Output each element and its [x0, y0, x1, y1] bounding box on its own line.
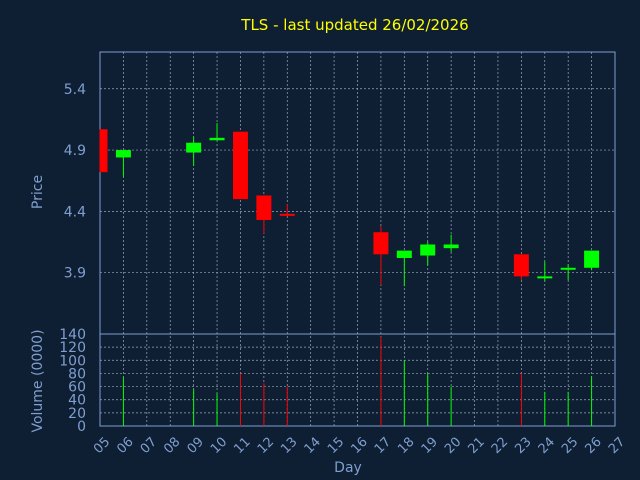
- candlestick: [99, 129, 108, 173]
- candlestick: [115, 150, 131, 178]
- candlestick: [443, 234, 459, 252]
- candlestick: [396, 250, 412, 287]
- x-tick-label: 26: [583, 435, 605, 457]
- x-tick-label: 06: [114, 435, 136, 457]
- x-tick-label: 16: [348, 435, 370, 457]
- candle-body: [115, 150, 131, 158]
- x-tick-label: 24: [536, 435, 558, 457]
- x-tick-label: 18: [395, 435, 417, 457]
- candlestick: [537, 261, 553, 282]
- x-tick-label: 14: [302, 435, 324, 457]
- candle-body: [420, 244, 436, 256]
- candlestick: [373, 226, 389, 285]
- x-tick-label: 10: [208, 435, 230, 457]
- candle-body: [373, 232, 389, 255]
- volume-tick-label: 0: [77, 419, 86, 435]
- candle-body: [256, 195, 272, 220]
- price-panel: 3.9 4.4 4.9 5.4: [64, 51, 616, 426]
- candle-body: [232, 131, 248, 200]
- candlestick: [420, 242, 436, 266]
- x-tick-label: 09: [185, 435, 207, 457]
- x-tick-label: 19: [419, 435, 441, 457]
- candle-body: [186, 142, 202, 153]
- candlestick: [584, 250, 600, 271]
- volume-tick-label: 40: [68, 393, 86, 409]
- x-tick-label: 08: [161, 435, 183, 457]
- x-tick-label: 25: [559, 435, 581, 457]
- candle-body: [537, 276, 553, 279]
- x-tick-label: 11: [231, 435, 253, 457]
- volume-tick-label: 120: [59, 340, 86, 356]
- price-tick-label: 4.9: [64, 143, 86, 159]
- volume-tick-label: 60: [68, 380, 86, 396]
- volume-tick-label: 20: [68, 406, 86, 422]
- x-axis-ticks: 05 06 07 08 09 10 11 12 13 14 15 16 17 18 19 20 21 22 23 24…: [91, 435, 628, 457]
- x-tick-label: 07: [138, 435, 160, 457]
- x-tick-label: 21: [466, 435, 488, 457]
- x-tick-label: 20: [442, 435, 464, 457]
- volume-axis-label: Volume (0000): [30, 329, 46, 432]
- candle-body: [513, 254, 529, 277]
- candlestick: [560, 264, 576, 281]
- x-axis-label: Day: [334, 460, 362, 476]
- x-tick-label: 22: [489, 435, 511, 457]
- price-tick-label: 3.9: [64, 266, 86, 282]
- x-tick-label: 05: [91, 435, 113, 457]
- volume-tick-label: 100: [59, 353, 86, 369]
- candle-body: [443, 244, 459, 249]
- candlestick: [209, 123, 225, 141]
- x-tick-label: 12: [255, 435, 277, 457]
- candlestick: [232, 131, 248, 200]
- candle-body: [560, 267, 576, 270]
- x-tick-label: 27: [606, 435, 628, 457]
- chart-title: TLS - last updated 26/02/2026: [240, 16, 468, 34]
- candlestick: [256, 195, 272, 234]
- price-tick-label: 5.4: [64, 82, 86, 98]
- x-tick-label: 17: [372, 435, 394, 457]
- candlestick: [513, 254, 529, 281]
- candlestick: [186, 136, 202, 167]
- x-tick-label: 15: [325, 435, 347, 457]
- candle-body: [584, 250, 600, 268]
- volume-tick-label: 140: [59, 327, 86, 343]
- candle-body: [279, 213, 295, 216]
- x-tick-label: 13: [278, 435, 300, 457]
- candle-body: [396, 250, 412, 258]
- volume-plot-frame: [99, 333, 616, 427]
- volume-tick-label: 80: [68, 366, 86, 382]
- price-axis-label: Price: [30, 175, 46, 209]
- x-tick-label: 23: [512, 435, 534, 457]
- candle-body: [100, 129, 108, 173]
- price-tick-label: 4.4: [64, 204, 86, 220]
- candlestick: [279, 204, 295, 217]
- candle-body: [209, 137, 225, 141]
